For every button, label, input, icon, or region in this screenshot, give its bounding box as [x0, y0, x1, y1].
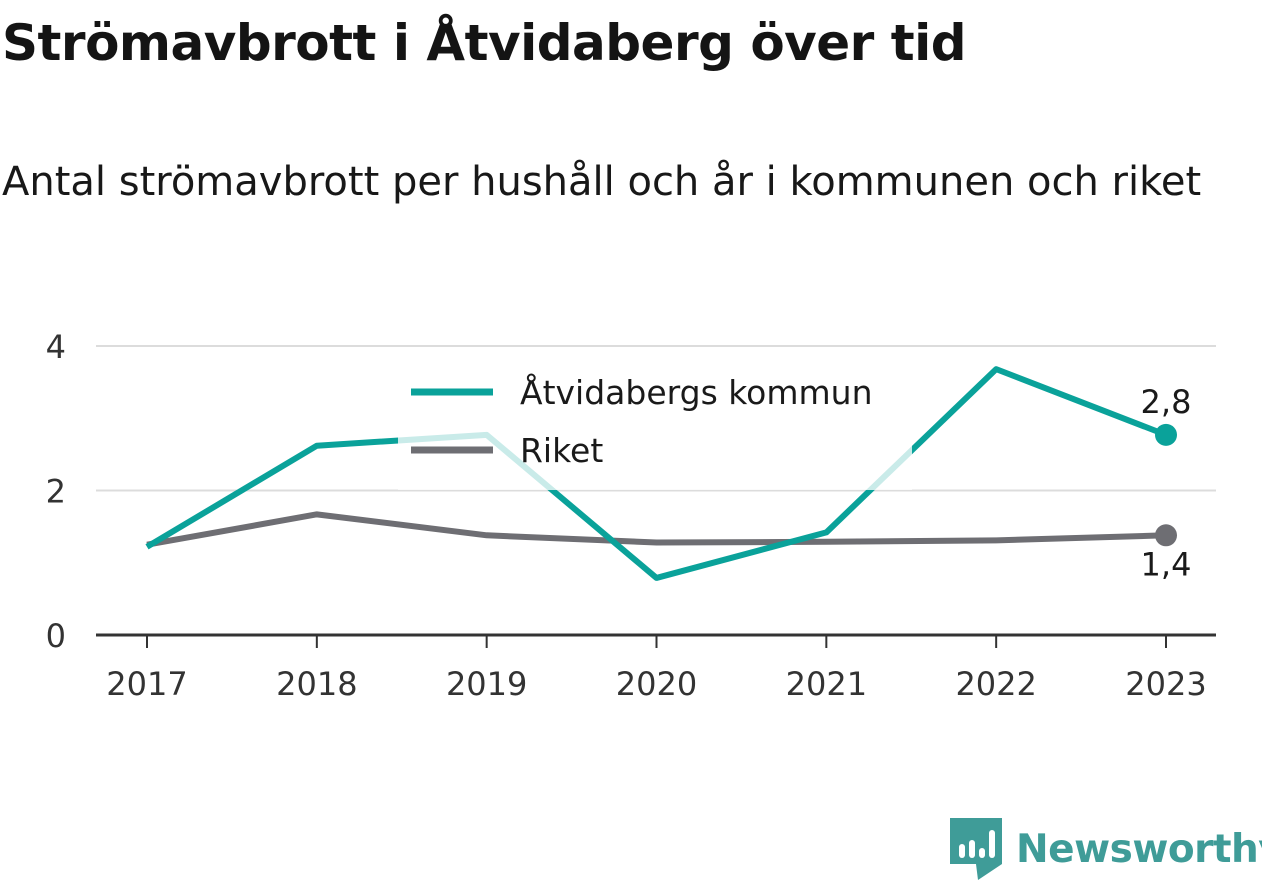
newsworthy-logo: Newsworthy — [950, 818, 1262, 880]
chart-subtitle: Antal strömavbrott per hushåll och år i … — [2, 159, 1202, 205]
end-value-labels: 2,8 1,4 — [1141, 383, 1192, 583]
legend: Åtvidabergs kommun Riket — [398, 370, 912, 490]
end-value-label: 1,4 — [1141, 545, 1192, 583]
series-end-marker — [1155, 524, 1177, 547]
newsworthy-logo-icon — [950, 818, 1002, 880]
y-tick-label: 0 — [46, 617, 66, 655]
x-axis-labels: 2017 2018 2019 2020 2021 2022 2023 — [106, 665, 1206, 703]
x-tick-label: 2020 — [616, 665, 697, 703]
grid-lines — [96, 345, 1216, 492]
x-tick-label: 2023 — [1125, 665, 1206, 703]
y-tick-label: 4 — [46, 328, 66, 366]
series-end-marker — [1155, 423, 1177, 446]
x-tick-label: 2019 — [446, 665, 527, 703]
chart-title: Strömavbrott i Åtvidaberg över tid — [2, 14, 967, 72]
end-value-label: 2,8 — [1141, 383, 1192, 421]
y-axis-labels: 0 2 4 — [46, 328, 66, 655]
x-axis — [96, 633, 1216, 648]
series-line — [146, 511, 1167, 548]
x-tick-label: 2017 — [106, 665, 187, 703]
legend-label: Åtvidabergs kommun — [520, 372, 873, 412]
series-lines — [145, 366, 1177, 581]
brand-name: Newsworthy — [1016, 826, 1262, 872]
y-tick-label: 2 — [46, 473, 66, 511]
x-tick-label: 2018 — [276, 665, 357, 703]
legend-label: Riket — [520, 431, 603, 470]
series-line — [145, 366, 1168, 581]
x-tick-label: 2022 — [955, 665, 1036, 703]
x-tick-label: 2021 — [786, 665, 867, 703]
